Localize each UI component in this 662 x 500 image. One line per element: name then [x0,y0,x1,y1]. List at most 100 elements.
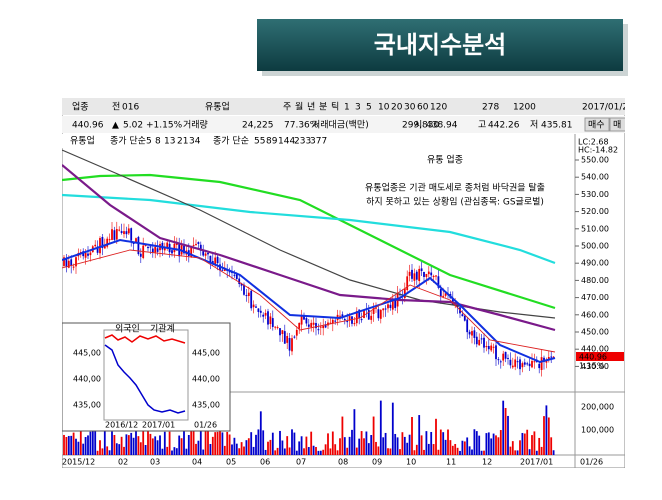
x-tick-label: 09 [372,458,382,467]
candle-body [322,325,325,329]
volume-bar [351,429,353,455]
volume-bar [166,446,169,455]
candle-body [550,356,553,358]
candle-body [372,308,375,315]
toolbar-item[interactable]: 20 [391,103,403,113]
candle-body [451,298,454,305]
price-tick-label: 480.00 [581,276,609,285]
volume-bar [339,438,341,455]
candle-body [139,253,142,257]
toolbar-item[interactable]: 년 [307,102,315,113]
ma-line [62,173,556,310]
candle-body [312,322,315,325]
volume-bar [322,449,325,455]
volume-bar [240,442,243,455]
volume-bar [478,435,481,455]
toolbar-item[interactable]: 10 [378,103,390,113]
volume-bar [432,444,435,455]
toolbar-item[interactable]: 틱 [331,101,339,113]
toolbar-item[interactable]: 30 [404,103,416,113]
annotation-title: 유통 업종 [427,155,463,166]
volume-bar [65,437,68,455]
candle-body [72,266,75,268]
candle-body [144,244,147,246]
toolbar[interactable] [62,98,625,115]
candle-body [113,230,116,240]
quote-item: ▲ [112,121,119,131]
candle-body [427,271,430,275]
toolbar-item[interactable]: 주 [283,102,291,113]
candle-body [375,307,377,309]
toolbar-item[interactable]: 분 [319,102,327,113]
volume-bar [185,448,188,455]
toolbar-item[interactable]: 278 [482,103,499,113]
price-tick-label: 530.00 [581,190,609,199]
quote-item[interactable]: 매 [613,120,621,131]
candle-body [75,257,77,267]
volume-bar [269,439,272,455]
toolbar-item[interactable]: 120 [430,103,447,113]
candle-body [259,310,262,313]
volume-bar [175,448,178,455]
volume-bar [449,440,452,455]
volume-bar [168,431,171,455]
volume-bar [209,443,212,455]
volume-bar [435,418,437,455]
volume-bar [499,430,502,455]
toolbar-item[interactable]: 60 [417,103,429,113]
x-tick-label: 2015/12 [62,458,95,467]
ma-line [62,238,556,364]
candle-body [135,238,137,243]
volume-bar [262,430,265,455]
volume-bar [394,433,397,455]
price-tick-label: 500.00 [581,242,609,251]
candle-body [439,289,442,297]
candle-body [355,311,358,324]
x-tick-label: 02 [118,458,128,467]
price-tick-label: 450.00 [581,328,609,337]
volume-bar [363,438,365,455]
volume-bar [327,433,329,455]
candle-body [387,304,389,309]
candle-body [425,273,428,277]
quote-item: 442.26 [488,121,520,131]
toolbar-item[interactable]: 3 [355,103,361,113]
volume-bar [480,450,483,455]
volume-bar [451,445,454,455]
button[interactable] [609,117,634,132]
volume-bar [317,450,320,455]
candle-body [319,326,322,328]
volume-bar [137,436,140,455]
volume-bar [312,445,315,455]
quote-item[interactable]: 매수 [588,120,605,131]
legend-item: 377 [310,137,327,147]
inset-line [104,334,186,344]
candle-body [262,314,265,317]
candle-body [538,363,541,369]
volume-bar [156,440,159,455]
candle-body [346,321,349,323]
toolbar-item[interactable]: 5 [366,103,372,113]
x-tick-label: 11 [446,458,456,467]
volume-bar [430,431,433,455]
volume-bar [271,432,274,455]
inset-line [104,344,186,414]
x-tick-label: 04 [192,458,202,467]
volume-bar [197,440,200,455]
volume-bar [341,416,344,455]
x-tick-label: 05 [226,458,236,467]
volume-bar [267,441,269,455]
volume-bar [247,438,250,455]
volume-bar [300,436,303,455]
candle-body [516,361,519,363]
toolbar-item[interactable]: 1200 [513,103,536,113]
volume-bar [130,432,133,455]
banner [257,19,623,71]
candle-body [408,271,411,276]
toolbar-item[interactable]: 월 [295,101,303,113]
candle-body [492,346,495,348]
toolbar-item[interactable]: 1 [344,103,350,113]
button[interactable] [584,117,610,132]
volume-bar [377,446,380,455]
toolbar-item[interactable]: 2017/01/26 [582,103,634,113]
